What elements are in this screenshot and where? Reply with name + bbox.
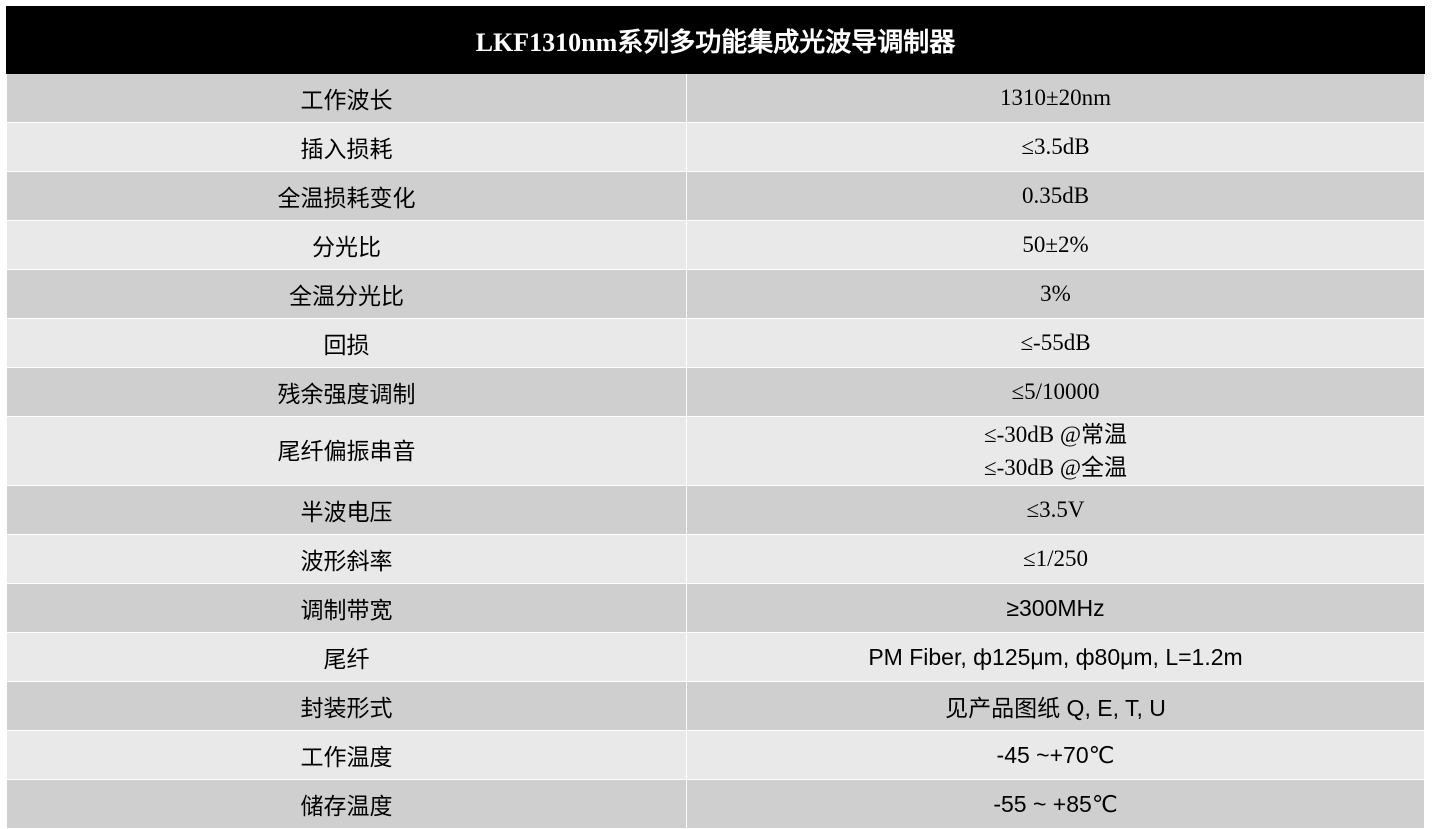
param-value: -55 ~ +85℃ <box>685 779 1426 829</box>
param-value: 3% <box>685 269 1426 319</box>
table-row: 插入损耗 ≤3.5dB <box>6 122 1426 172</box>
param-value: ≤3.5dB <box>685 122 1426 172</box>
param-value: 0.35dB <box>685 171 1426 221</box>
table-row: 封装形式 见产品图纸 Q, E, T, U <box>6 681 1426 731</box>
value-line: 3% <box>1040 281 1071 306</box>
value-line: ≤5/10000 <box>1011 379 1100 404</box>
param-value: ≤-30dB @常温 ≤-30dB @全温 <box>685 416 1426 486</box>
param-name: 储存温度 <box>6 779 687 829</box>
param-name: 封装形式 <box>6 681 687 731</box>
value-line: PM Fiber, ф125μm, ф80μm, L=1.2m <box>868 643 1243 670</box>
table-row: 储存温度 -55 ~ +85℃ <box>6 779 1426 829</box>
param-value: 见产品图纸 Q, E, T, U <box>685 681 1426 731</box>
value-line: 0.35dB <box>1021 183 1090 208</box>
value-line: ≤-55dB <box>1020 330 1091 355</box>
param-value: 50±2% <box>685 220 1426 270</box>
param-value: PM Fiber, ф125μm, ф80μm, L=1.2m <box>685 632 1426 682</box>
param-name: 波形斜率 <box>6 534 687 584</box>
table-row: 波形斜率 ≤1/250 <box>6 534 1426 584</box>
param-name: 尾纤 <box>6 632 687 682</box>
value-line: ≤-30dB @全温 <box>983 455 1128 480</box>
value-line: -45 ~+70℃ <box>996 741 1115 768</box>
table-row: 尾纤偏振串音 ≤-30dB @常温 ≤-30dB @全温 <box>6 416 1426 486</box>
param-value: ≤-55dB <box>685 318 1426 368</box>
param-name: 残余强度调制 <box>6 367 687 417</box>
param-value: ≥300MHz <box>685 583 1426 633</box>
table-row: 尾纤 PM Fiber, ф125μm, ф80μm, L=1.2m <box>6 632 1426 682</box>
param-value: 1310±20nm <box>685 73 1426 123</box>
value-line: ≤3.5V <box>1026 497 1085 522</box>
param-name: 半波电压 <box>6 485 687 535</box>
value-line: -55 ~ +85℃ <box>993 790 1118 817</box>
table-row: 残余强度调制 ≤5/10000 <box>6 367 1426 417</box>
value-line: ≥300MHz <box>1006 594 1105 621</box>
param-value: ≤3.5V <box>685 485 1426 535</box>
value-line: 1310±20nm <box>1000 85 1112 110</box>
param-name: 调制带宽 <box>6 583 687 633</box>
table-title: LKF1310nm系列多功能集成光波导调制器 <box>5 6 1426 74</box>
value-line: ≤-30dB @常温 <box>983 422 1128 447</box>
table-row: 回损 ≤-55dB <box>6 318 1426 368</box>
table-row: 全温分光比 3% <box>6 269 1426 319</box>
value-line: 50±2% <box>1022 232 1089 257</box>
param-name: 工作波长 <box>6 73 687 123</box>
param-name: 回损 <box>6 318 687 368</box>
table-row: 工作波长 1310±20nm <box>6 73 1426 123</box>
param-name: 分光比 <box>6 220 687 270</box>
value-line: ≤1/250 <box>1023 546 1089 571</box>
table-row: 分光比 50±2% <box>6 220 1426 270</box>
value-line: 见产品图纸 Q, E, T, U <box>945 695 1166 721</box>
param-name: 全温分光比 <box>6 269 687 319</box>
table-row: 调制带宽 ≥300MHz <box>6 583 1426 633</box>
param-name: 尾纤偏振串音 <box>6 416 687 486</box>
title-row: LKF1310nm系列多功能集成光波导调制器 <box>5 6 1426 74</box>
param-name: 插入损耗 <box>6 122 687 172</box>
param-name: 工作温度 <box>6 730 687 780</box>
table-row: 工作温度 -45 ~+70℃ <box>6 730 1426 780</box>
param-name: 全温损耗变化 <box>6 171 687 221</box>
table-row: 全温损耗变化 0.35dB <box>6 171 1426 221</box>
param-value: ≤1/250 <box>685 534 1426 584</box>
value-line: ≤3.5dB <box>1021 134 1090 159</box>
table-row: 半波电压 ≤3.5V <box>6 485 1426 535</box>
spec-table: LKF1310nm系列多功能集成光波导调制器 工作波长 1310±20nm 插入… <box>5 6 1426 829</box>
param-value: ≤5/10000 <box>685 367 1426 417</box>
param-value: -45 ~+70℃ <box>685 730 1426 780</box>
